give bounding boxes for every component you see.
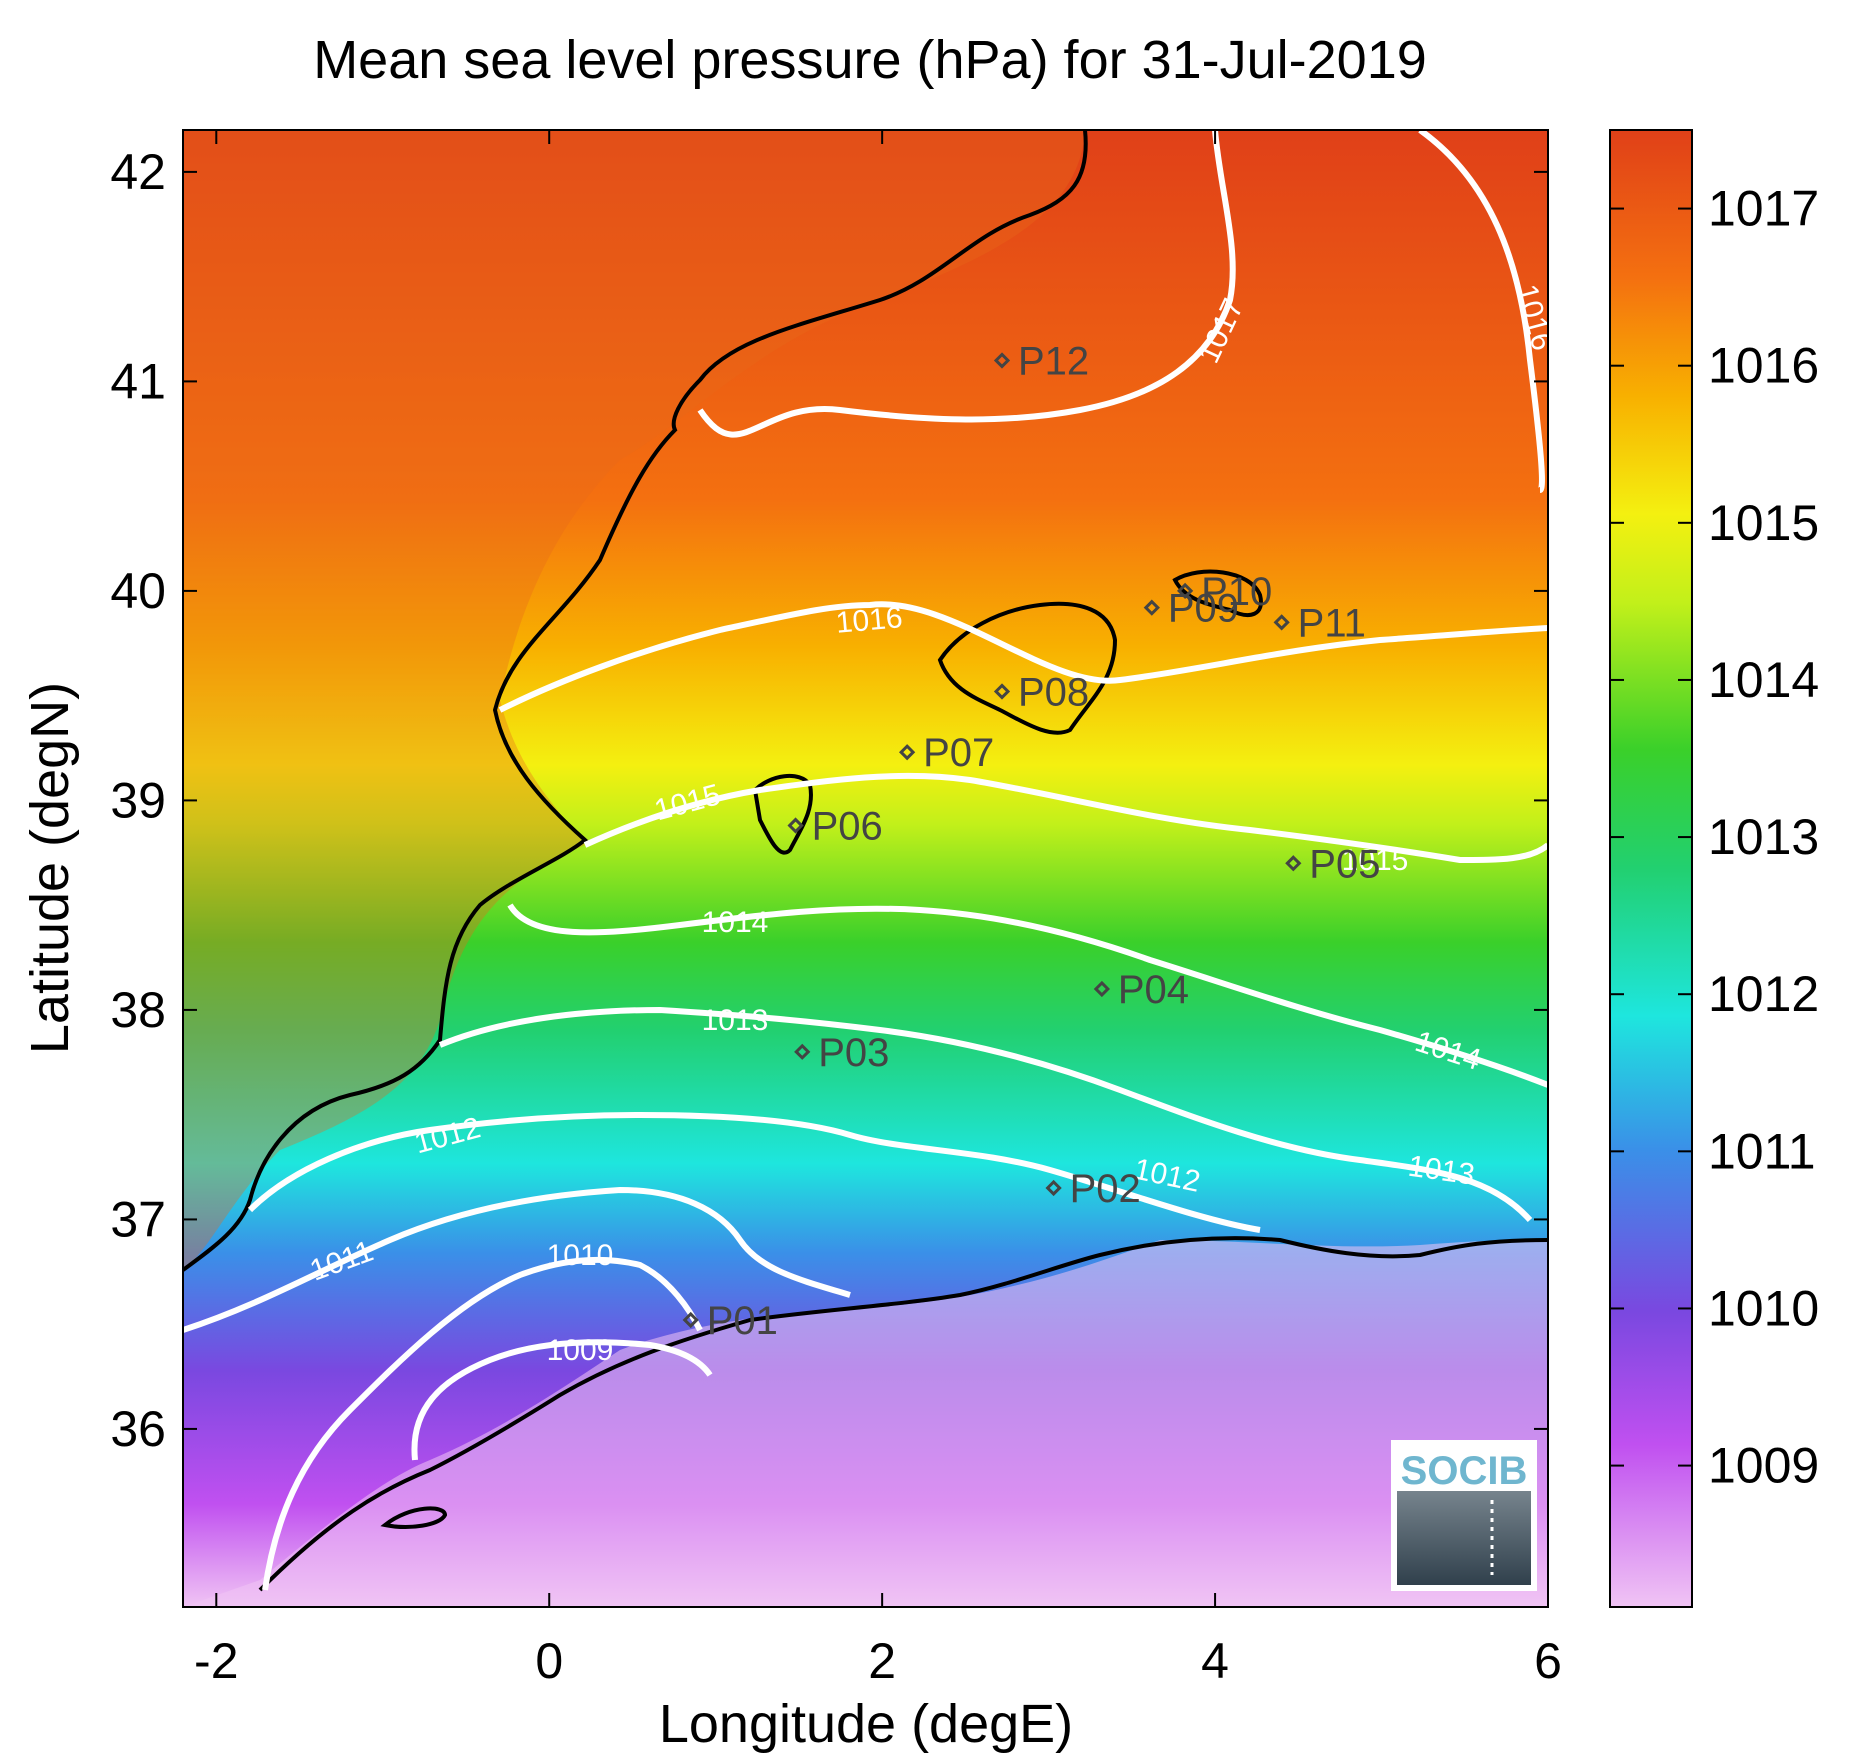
- colorbar-tick-label: 1016: [1708, 338, 1819, 394]
- station-marker-icon: [993, 352, 1011, 369]
- island-menorca: [1172, 569, 1263, 617]
- station-label: P03: [818, 1031, 889, 1075]
- station-p08: P08: [993, 670, 1089, 714]
- coastline-iberia: [183, 130, 1088, 1272]
- contour-label: 1010: [547, 1239, 614, 1272]
- x-axis-label: Longitude (degE): [659, 1694, 1073, 1754]
- contour-1015: [583, 772, 1548, 864]
- contour-1009: [411, 1339, 713, 1461]
- plot-frame: [182, 129, 1549, 1608]
- coastline-africa: [258, 1236, 1548, 1592]
- colorbar-tick-label: 1010: [1708, 1280, 1819, 1336]
- y-tick-label: 36: [110, 1401, 166, 1457]
- y-tick-label: 38: [110, 982, 166, 1038]
- station-label: P06: [812, 805, 883, 849]
- y-tick-label: 40: [110, 563, 166, 619]
- station-marker-icon: [682, 1311, 699, 1329]
- colorbar-tick-label: 1017: [1708, 181, 1819, 237]
- land-north-africa: [183, 1240, 1548, 1607]
- contour-1017: [697, 130, 1236, 438]
- station-p05: P05: [1285, 842, 1380, 886]
- contour-label: 1016: [834, 601, 903, 640]
- station-marker-icon: [1285, 855, 1302, 872]
- station-marker-icon: [898, 744, 916, 761]
- station-marker-icon: [993, 683, 1011, 700]
- colorbar-tick-label: 1012: [1708, 966, 1819, 1022]
- station-label: P07: [923, 731, 994, 775]
- station-marker-icon: [794, 1043, 811, 1060]
- station-p12: P12: [993, 339, 1089, 383]
- island-alboran: [380, 1506, 448, 1529]
- station-p02: P02: [1045, 1167, 1141, 1211]
- station-p01: P01: [682, 1299, 778, 1343]
- colorbar: 1009 1010 1011 1012 1013 1014 1015 1016 1017: [1609, 129, 1819, 1608]
- contour-1013: [438, 1006, 1533, 1222]
- logo-top: [1397, 1446, 1531, 1491]
- y-tick-label: 41: [110, 353, 166, 409]
- station-p03: P03: [794, 1031, 889, 1075]
- station-marker-icon: [1143, 599, 1160, 616]
- x-tick-label: 0: [535, 1633, 563, 1689]
- station-label: P08: [1018, 670, 1089, 714]
- figure-title: Mean sea level pressure (hPa) for 31-Jul…: [313, 30, 1427, 90]
- station-p11: P11: [1273, 601, 1366, 645]
- station-marker-icon: [1273, 614, 1290, 631]
- station-label: P10: [1201, 570, 1272, 614]
- station-p04: P04: [1093, 968, 1189, 1012]
- station-label: P09: [1168, 587, 1239, 631]
- station-label: P05: [1309, 842, 1380, 886]
- contour-1016-north: [1418, 130, 1545, 493]
- island-ibiza: [752, 773, 813, 855]
- map-plot-area: 1009 1010 1011 1012 1012 1013 1013 1014 …: [183, 130, 1548, 1607]
- logo-text: SOCIB: [1401, 1449, 1528, 1493]
- station-label: P01: [707, 1299, 778, 1343]
- contour-label: 1013: [702, 1004, 769, 1037]
- contour-label: 1014: [702, 906, 769, 939]
- contour-1012: [247, 1111, 1261, 1233]
- station-label: P04: [1118, 968, 1189, 1012]
- x-tick-label: 6: [1534, 1633, 1562, 1689]
- contour-1014: [507, 903, 1548, 1088]
- colorbar-tick-label: 1014: [1708, 652, 1819, 708]
- station-p09: P09: [1143, 587, 1239, 631]
- station-marker-icon: [1093, 980, 1111, 998]
- x-axis: -2 0 2 4 6: [194, 130, 1562, 1689]
- station-marker-icon: [1045, 1179, 1062, 1197]
- station-p06: P06: [787, 805, 883, 849]
- colorbar-tick-label: 1015: [1708, 495, 1819, 551]
- y-tick-label: 37: [110, 1191, 166, 1247]
- contour-label: 1009: [547, 1334, 614, 1367]
- colorbar-tick-label: 1011: [1708, 1123, 1816, 1179]
- station-marker-icon: [1176, 582, 1194, 600]
- colorbar-tick-label: 1009: [1708, 1438, 1819, 1494]
- station-label: P11: [1298, 601, 1366, 645]
- island-mallorca: [937, 601, 1118, 735]
- y-tick-label: 42: [110, 144, 166, 200]
- contour-1010: [262, 1256, 703, 1591]
- station-label: P12: [1018, 339, 1089, 383]
- y-axis: 36 37 38 39 40 41 42: [110, 144, 1548, 1457]
- x-tick-label: -2: [194, 1633, 238, 1689]
- x-tick-label: 2: [868, 1633, 896, 1689]
- contour-label: 1015: [1342, 844, 1409, 877]
- x-tick-label: 4: [1201, 1633, 1229, 1689]
- station-p07: P07: [898, 731, 994, 775]
- colorbar-ticks: 1009 1010 1011 1012 1013 1014 1015 1016 1017: [1610, 181, 1819, 1494]
- station-p10: P10: [1176, 570, 1272, 614]
- y-axis-label: Latitude (degN): [20, 682, 80, 1054]
- contour-lines: [183, 130, 1548, 1591]
- station-label: P02: [1070, 1167, 1141, 1211]
- socib-logo: SOCIB: [1391, 1440, 1537, 1591]
- land-iberia: [183, 130, 1085, 1270]
- colorbar-tick-label: 1013: [1708, 809, 1819, 865]
- y-tick-label: 39: [110, 772, 166, 828]
- contour-1016: [498, 601, 1548, 713]
- colorbar-gradient-bar: [1609, 129, 1693, 1608]
- station-marker-icon: [787, 817, 804, 834]
- contour-1011: [183, 1186, 851, 1333]
